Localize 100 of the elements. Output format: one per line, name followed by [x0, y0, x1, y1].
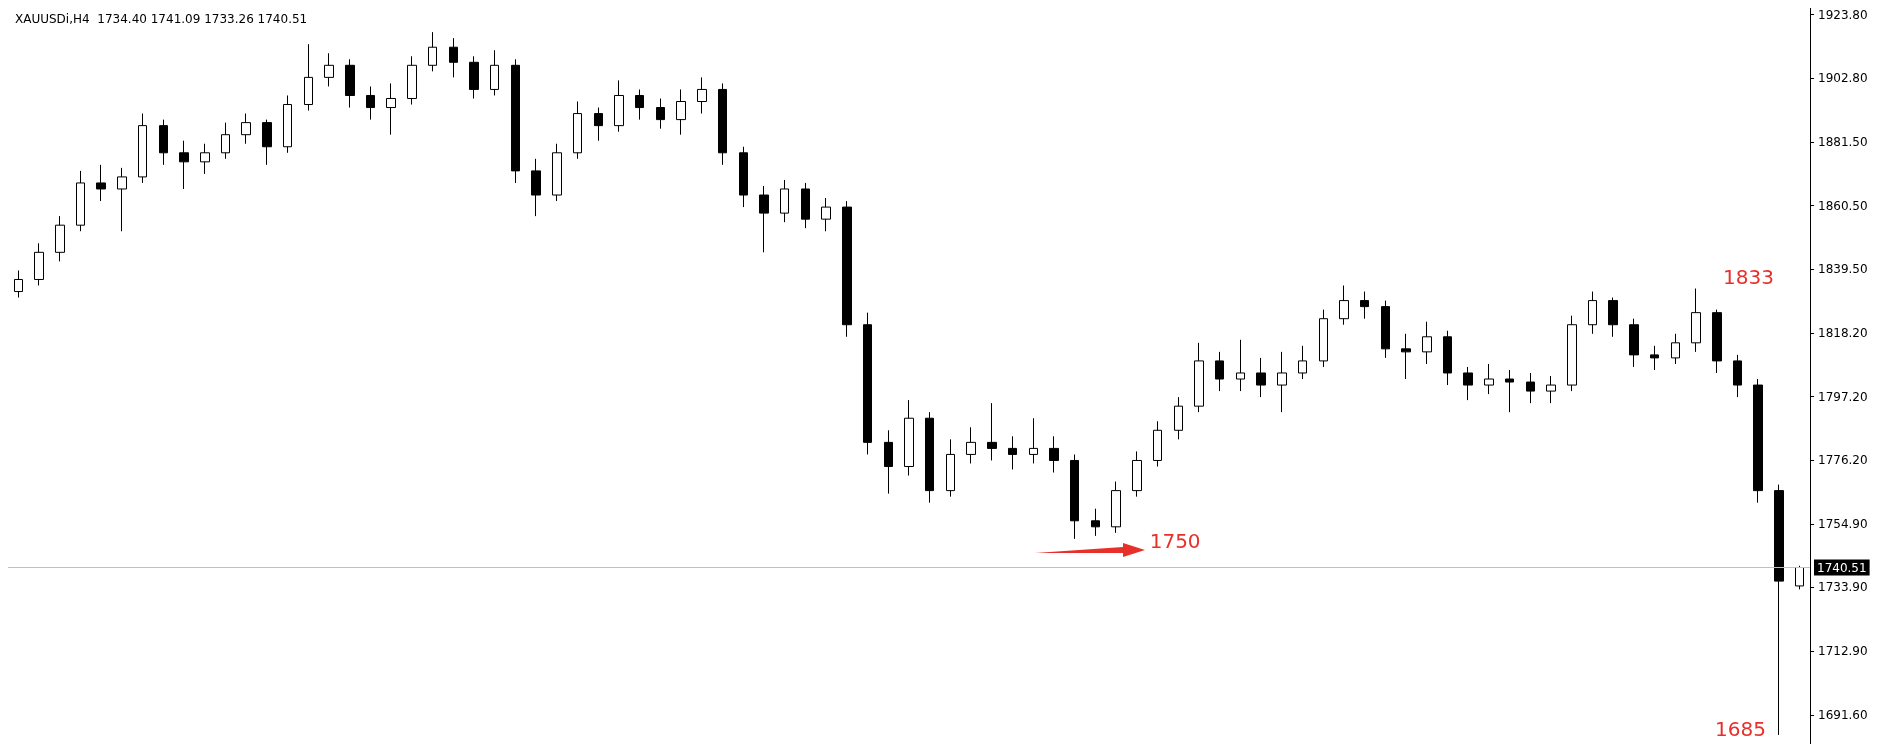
candlestick: [366, 85, 375, 121]
candlestick: [759, 185, 769, 253]
candlestick: [117, 167, 127, 232]
ref-line-label: 1740.51: [1817, 560, 1867, 575]
candlestick: [511, 58, 520, 184]
y-tick-label: 1902.80: [1818, 70, 1868, 85]
candlestick: [1111, 481, 1121, 534]
candlestick: [531, 158, 541, 217]
candlestick: [345, 58, 355, 109]
y-tick-label: 1881.50: [1818, 135, 1868, 150]
candlestick: [1029, 417, 1038, 464]
candlestick: [386, 82, 396, 136]
candlestick: [1650, 345, 1659, 371]
candlestick: [1567, 315, 1577, 392]
candlestick: [1339, 285, 1349, 326]
candlestick: [635, 88, 644, 121]
candlestick: [14, 269, 23, 299]
candlestick: [283, 94, 292, 154]
candlestick: [55, 215, 65, 262]
candlestick: [96, 164, 106, 202]
candlestick: [1795, 565, 1804, 590]
candlestick: [1277, 351, 1287, 413]
y-tick-label: 1754.90: [1818, 517, 1868, 532]
candlestick: [1671, 333, 1680, 365]
annotation: 1833: [1723, 264, 1774, 289]
candlestick: [1401, 333, 1411, 380]
candlestick: [966, 426, 976, 464]
candlestick: [739, 146, 748, 208]
candlestick: [676, 88, 686, 136]
candlestick: [262, 119, 272, 166]
annotation: 1685: [1715, 716, 1766, 741]
candlestick: [324, 52, 334, 87]
candlestick: [697, 76, 707, 115]
candlestick: [1422, 321, 1432, 365]
candlestick: [656, 97, 665, 130]
candlestick: [1629, 318, 1639, 368]
y-tick-label: 1839.50: [1818, 261, 1868, 276]
candlestick: [1132, 450, 1142, 498]
y-tick-label: 1923.80: [1818, 7, 1868, 22]
candlestick: [1546, 375, 1556, 404]
candlestick: [34, 242, 44, 287]
candlestick: [925, 411, 934, 504]
candlestick: [490, 49, 499, 96]
candlestick: [718, 82, 727, 166]
candlestick: [1049, 435, 1059, 474]
candlestick: [1608, 297, 1618, 338]
candlestick: [1008, 435, 1017, 471]
candlestick: [469, 55, 479, 99]
candlestick: [1298, 345, 1307, 380]
chart-title: XAUUSDi,H4 1734.40 1741.09 1733.26 1740.51: [15, 12, 308, 26]
candlestick: [1153, 420, 1162, 467]
candlestick: [1070, 453, 1079, 540]
candlestick: [573, 101, 582, 160]
candlestick: [1091, 508, 1100, 537]
candlestick: [1505, 369, 1514, 413]
candlestick: [987, 402, 997, 461]
candlestick: [1691, 288, 1701, 353]
candlestick: [780, 179, 789, 223]
candlestick: [904, 399, 914, 477]
candlestick: [428, 31, 437, 72]
candlestick: [1733, 354, 1742, 398]
candlestick: [842, 200, 852, 338]
candlestick: [946, 438, 955, 498]
candlestick: [1360, 291, 1369, 320]
candlestick: [863, 312, 872, 455]
candlestick: [1381, 300, 1390, 359]
candlestick: [1588, 291, 1597, 335]
candlestick: [407, 55, 417, 106]
candlestick: [594, 107, 603, 142]
candlestick: [1712, 309, 1722, 374]
candlestick: [138, 113, 147, 184]
candlestick: [1526, 372, 1535, 404]
y-tick-label: 1860.50: [1818, 198, 1868, 213]
candlestick: [1319, 309, 1328, 368]
candlestick: [179, 140, 189, 190]
candlestick: [801, 182, 810, 229]
candlestick: [1194, 342, 1204, 413]
candlestick: [614, 79, 624, 133]
candlestick: [821, 197, 831, 232]
candlestick: [159, 119, 168, 166]
candlestick: [1174, 396, 1183, 440]
candlestick: [552, 143, 562, 202]
candlestick: [1463, 366, 1473, 401]
candlestick: [241, 113, 251, 145]
y-tick-label: 1691.60: [1818, 708, 1868, 723]
candlestick: [1753, 378, 1763, 504]
y-tick-label: 1776.20: [1818, 452, 1868, 467]
candlestick: [1236, 339, 1245, 392]
candlestick: [884, 429, 893, 495]
y-tick-label: 1712.90: [1818, 643, 1868, 658]
candlestick: [76, 170, 85, 232]
annotation: 1750: [1149, 528, 1201, 553]
y-tick-label: 1818.20: [1818, 326, 1868, 341]
candlestick: [221, 122, 230, 160]
y-tick-label: 1797.20: [1818, 389, 1868, 404]
candlestick: [1774, 484, 1784, 736]
candlestick: [1484, 363, 1494, 395]
candlestick: [200, 143, 210, 175]
candlestick: [449, 37, 458, 78]
candlestick: [1443, 330, 1452, 386]
